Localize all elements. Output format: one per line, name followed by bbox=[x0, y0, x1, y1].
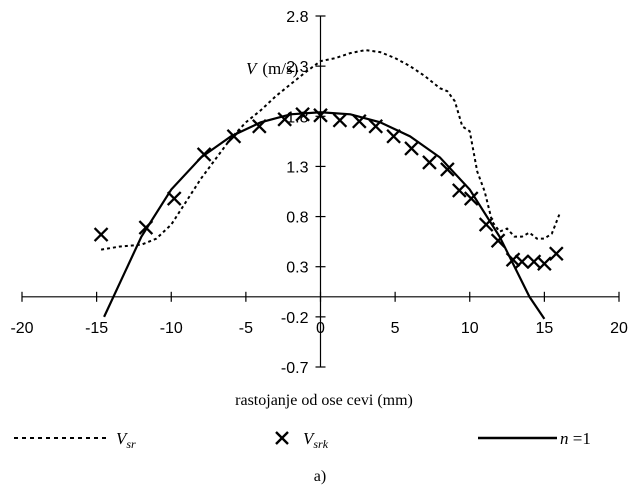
y-axis-label-var: V bbox=[246, 59, 259, 78]
series-n1-line bbox=[103, 111, 546, 320]
x-tick-label: -5 bbox=[239, 320, 253, 337]
y-tick-label: -0.2 bbox=[281, 310, 309, 327]
legend-vsrk-main: V bbox=[303, 429, 316, 448]
vsrk-marker-stroke bbox=[404, 141, 419, 156]
vsrk-marker-stroke bbox=[440, 162, 455, 177]
y-tick-label: 1.3 bbox=[286, 159, 308, 176]
legend-n1-rest: =1 bbox=[569, 429, 591, 448]
vsrk-marker-stroke bbox=[490, 233, 506, 248]
figure-caption: a) bbox=[314, 468, 326, 485]
series-layer bbox=[93, 49, 564, 320]
vsrk-marker bbox=[404, 141, 419, 156]
x-tick-label: 10 bbox=[461, 320, 479, 337]
vsrk-marker-stroke bbox=[166, 191, 182, 206]
x-tick-label: 5 bbox=[391, 320, 400, 337]
y-tick-label: -0.7 bbox=[281, 360, 309, 377]
y-axis-label-unit: (m/s) bbox=[262, 59, 298, 78]
legend-label-n1: n =1 bbox=[560, 429, 591, 448]
legend-x-marker bbox=[275, 431, 289, 445]
y-tick-label: 0.3 bbox=[286, 260, 308, 277]
vsrk-marker bbox=[537, 256, 552, 272]
vsrk-marker bbox=[451, 183, 467, 198]
y-axis-label: V (m/s) bbox=[246, 59, 298, 78]
vsrk-marker-stroke bbox=[313, 107, 328, 123]
vsrk-marker-stroke bbox=[514, 254, 530, 270]
vsrk-marker-stroke bbox=[451, 183, 467, 198]
vsrk-marker bbox=[440, 162, 455, 177]
x-axis-label: rastojanje od ose cevi (mm) bbox=[235, 392, 413, 409]
legend-label-vsr: Vsr bbox=[116, 429, 136, 451]
y-tick-label: 0.8 bbox=[286, 210, 308, 227]
vsrk-marker bbox=[166, 191, 182, 206]
vsrk-marker bbox=[514, 254, 530, 270]
legend-vsr-sub: sr bbox=[126, 437, 136, 451]
x-tick-label: 15 bbox=[535, 320, 553, 337]
vsrk-marker bbox=[490, 233, 506, 248]
legend-n1-main: n bbox=[560, 429, 569, 448]
vsrk-marker-stroke bbox=[93, 227, 109, 242]
vsrk-marker bbox=[386, 129, 401, 144]
vsrk-marker-stroke bbox=[386, 129, 401, 144]
vsrk-marker-stroke bbox=[537, 256, 552, 272]
tick-labels: -20 -15 -10 -5 0 5 10 15 20-0.7-0.20.30.81.31.82… bbox=[10, 9, 628, 377]
vsrk-marker-stroke bbox=[463, 191, 479, 206]
x-tick-label: 0 bbox=[316, 320, 325, 337]
legend-vsrk-sub: srk bbox=[313, 437, 328, 451]
legend-vsr-main: V bbox=[116, 429, 129, 448]
vsrk-marker bbox=[463, 191, 479, 206]
vsrk-marker-stroke bbox=[505, 252, 521, 268]
vsrk-marker bbox=[332, 112, 348, 128]
vsrk-marker bbox=[422, 155, 437, 170]
vsrk-marker-stroke bbox=[549, 246, 564, 261]
axes bbox=[21, 15, 620, 368]
x-tick-label: -20 bbox=[10, 320, 33, 337]
x-tick-label: -10 bbox=[160, 320, 183, 337]
vsrk-marker-stroke bbox=[422, 155, 437, 170]
series-vsr-line bbox=[100, 49, 561, 251]
x-tick-label: 20 bbox=[610, 320, 628, 337]
vsrk-marker bbox=[313, 107, 328, 123]
vsrk-marker bbox=[93, 227, 109, 242]
y-tick-label: 2.3 bbox=[286, 59, 308, 76]
vsrk-marker bbox=[549, 246, 564, 261]
legend: Vsr Vsrk n =1 bbox=[14, 429, 591, 451]
legend-label-vsrk: Vsrk bbox=[303, 429, 329, 451]
vsrk-marker-stroke bbox=[332, 112, 348, 128]
x-tick-label: -15 bbox=[85, 320, 108, 337]
y-tick-label: 2.8 bbox=[286, 9, 308, 26]
